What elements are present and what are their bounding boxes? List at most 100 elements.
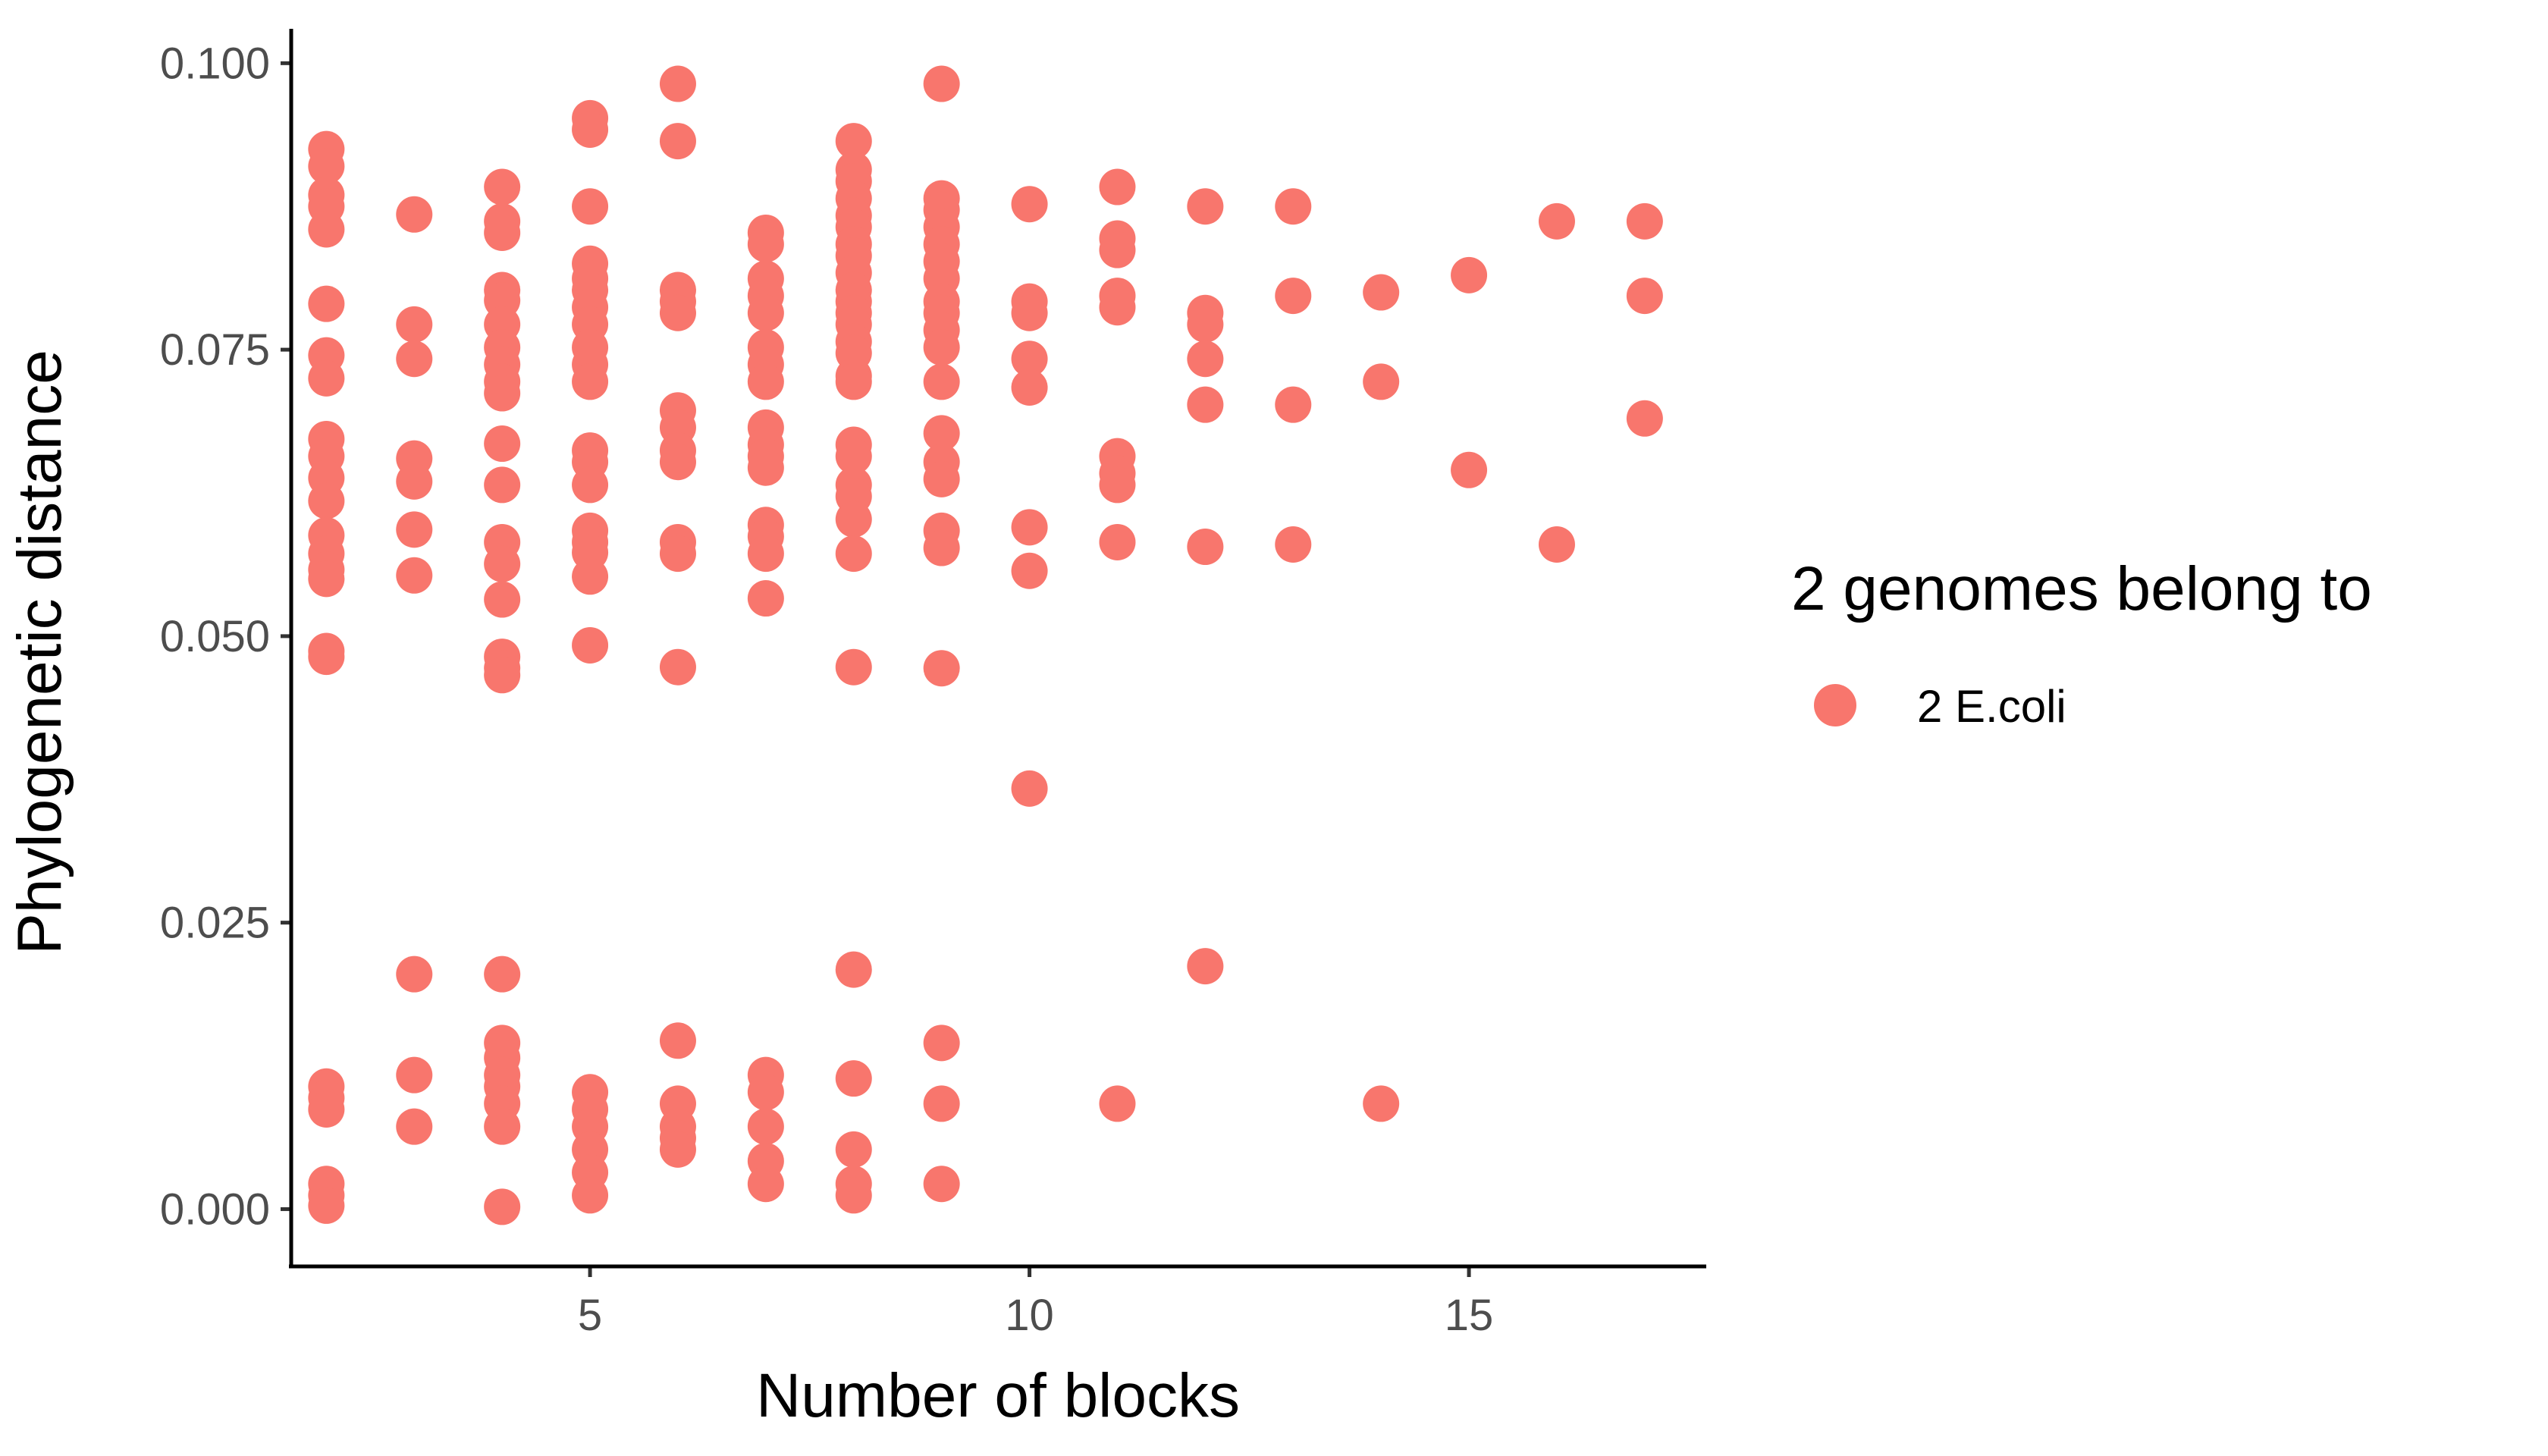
- data-point: [835, 1177, 872, 1214]
- data-point: [1099, 523, 1136, 560]
- y-tick-label: 0.000: [160, 1185, 270, 1234]
- data-point: [308, 560, 345, 598]
- data-point: [484, 545, 521, 582]
- data-point: [659, 648, 696, 686]
- data-point: [1626, 202, 1663, 240]
- data-point: [923, 1085, 960, 1122]
- x-tick-label: 15: [1445, 1291, 1494, 1340]
- data-point: [396, 306, 433, 343]
- data-point: [659, 123, 696, 160]
- data-point: [572, 466, 609, 504]
- data-point: [308, 1187, 345, 1224]
- data-point: [484, 425, 521, 463]
- data-point: [747, 226, 784, 263]
- data-point: [572, 626, 609, 664]
- data-point: [1187, 188, 1224, 225]
- data-point: [923, 1166, 960, 1203]
- data-point: [1187, 948, 1224, 985]
- data-point: [396, 1108, 433, 1145]
- x-axis-title: Number of blocks: [756, 1361, 1240, 1430]
- data-point: [308, 285, 345, 322]
- data-point: [484, 375, 521, 412]
- data-point: [308, 359, 345, 397]
- data-point: [1538, 526, 1575, 563]
- legend-label-2-ecoli: 2 E.coli: [1917, 681, 2066, 732]
- data-point: [835, 535, 872, 573]
- legend: 2 genomes belong to 2 E.coli: [1791, 554, 2372, 732]
- data-point: [1451, 256, 1488, 293]
- data-point: [747, 1166, 784, 1203]
- data-point: [923, 329, 960, 366]
- data-point: [1099, 289, 1136, 326]
- data-point: [484, 581, 521, 618]
- data-point: [1187, 386, 1224, 423]
- data-point: [923, 529, 960, 566]
- data-point: [835, 951, 872, 988]
- data-point: [923, 460, 960, 497]
- data-point: [835, 1131, 872, 1168]
- data-point: [1275, 386, 1312, 423]
- data-point: [1451, 451, 1488, 488]
- data-point: [1099, 231, 1136, 268]
- data-point: [1363, 274, 1400, 311]
- data-point: [308, 639, 345, 676]
- data-point: [747, 1074, 784, 1111]
- x-tick-label: 10: [1005, 1291, 1054, 1340]
- legend-title: 2 genomes belong to: [1791, 554, 2372, 623]
- data-point: [484, 168, 521, 206]
- data-points: [308, 65, 1663, 1225]
- data-point: [308, 482, 345, 519]
- data-point: [396, 196, 433, 233]
- data-point: [1626, 278, 1663, 315]
- data-point: [1275, 278, 1312, 315]
- data-point: [747, 294, 784, 331]
- data-point: [835, 123, 872, 160]
- y-axis-title: Phylogenetic distance: [5, 350, 74, 955]
- data-point: [835, 648, 872, 686]
- data-point: [396, 340, 433, 378]
- data-point: [923, 65, 960, 102]
- data-point: [835, 363, 872, 400]
- data-point: [484, 1108, 521, 1145]
- data-point: [835, 438, 872, 475]
- data-point: [1187, 306, 1224, 343]
- data-point: [923, 1025, 960, 1062]
- data-point: [747, 535, 784, 573]
- data-point: [1011, 369, 1048, 406]
- data-point: [572, 558, 609, 595]
- data-point: [1275, 526, 1312, 563]
- legend-key-2-ecoli: [1814, 684, 1856, 726]
- data-point: [1011, 294, 1048, 331]
- data-point: [396, 1056, 433, 1094]
- data-point: [1011, 340, 1048, 378]
- y-tick-label: 0.050: [160, 612, 270, 661]
- data-point: [484, 214, 521, 251]
- data-point: [659, 1131, 696, 1168]
- y-tick-label: 0.075: [160, 325, 270, 375]
- data-point: [572, 363, 609, 400]
- data-point: [308, 148, 345, 185]
- data-point: [659, 65, 696, 102]
- data-point: [747, 449, 784, 486]
- data-point: [1011, 186, 1048, 223]
- data-point: [396, 557, 433, 594]
- data-point: [659, 535, 696, 573]
- data-point: [1011, 552, 1048, 589]
- data-point: [396, 956, 433, 993]
- x-axis-ticks: 5 10 15: [578, 1266, 1493, 1340]
- data-point: [484, 657, 521, 694]
- data-point: [659, 294, 696, 331]
- y-axis-ticks: 0.000 0.025 0.050 0.075 0.100: [160, 39, 291, 1234]
- data-point: [572, 188, 609, 225]
- data-point: [1099, 466, 1136, 504]
- data-point: [396, 511, 433, 548]
- data-point: [923, 650, 960, 687]
- data-point: [659, 1022, 696, 1059]
- data-point: [835, 500, 872, 538]
- data-point: [923, 415, 960, 452]
- data-point: [396, 463, 433, 500]
- data-point: [1011, 509, 1048, 546]
- data-point: [747, 363, 784, 400]
- data-point: [484, 956, 521, 993]
